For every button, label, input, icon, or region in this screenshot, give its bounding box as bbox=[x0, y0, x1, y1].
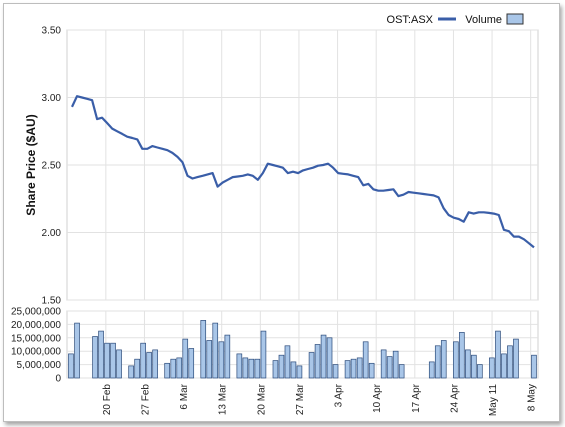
volume-bar bbox=[128, 365, 134, 379]
volume-bar bbox=[218, 341, 225, 379]
x-tick-label: 27 Feb bbox=[141, 384, 152, 416]
volume-bar bbox=[380, 349, 387, 379]
volume-bar bbox=[471, 354, 477, 379]
legend-volume-label: Volume bbox=[465, 14, 502, 26]
price-panel: 3.50 3.00 2.50 2.00 1.50 Share Price ($AU) bbox=[24, 26, 539, 307]
volume-bar bbox=[440, 340, 447, 379]
volume-bar bbox=[368, 362, 375, 379]
volume-bar bbox=[296, 365, 303, 379]
price-y-tick: 3.50 bbox=[42, 26, 62, 37]
volume-bar bbox=[531, 354, 537, 379]
x-tick-label: 17 Apr bbox=[411, 383, 422, 413]
volume-bar bbox=[254, 358, 261, 379]
volume-bar bbox=[98, 330, 104, 379]
volume-y-tick: 15,000,000 bbox=[11, 333, 61, 344]
volume-bar bbox=[392, 350, 399, 379]
volume-bar bbox=[224, 334, 231, 379]
volume-bar bbox=[104, 342, 110, 379]
x-tick-label: 10 Apr bbox=[372, 383, 383, 413]
volume-y-tick: 25,000,000 bbox=[11, 307, 61, 318]
volume-bar bbox=[495, 330, 501, 379]
volume-bar bbox=[386, 356, 393, 379]
price-y-tick: 2.00 bbox=[42, 228, 62, 239]
volume-bar bbox=[110, 342, 116, 379]
volume-bar bbox=[513, 338, 519, 379]
x-axis: 20 Feb 27 Feb 6 Mar 13 Mar 20 Mar 27 Mar 3 Apr… bbox=[102, 383, 538, 416]
legend: OST:ASX Volume bbox=[387, 13, 524, 26]
volume-bar bbox=[465, 349, 471, 379]
volume-bar bbox=[260, 330, 267, 379]
volume-bar bbox=[326, 337, 333, 379]
legend-volume-swatch bbox=[506, 13, 524, 25]
volume-bar bbox=[248, 358, 255, 379]
volume-bar bbox=[477, 364, 483, 379]
volume-bar bbox=[428, 361, 435, 379]
volume-bar bbox=[146, 352, 152, 379]
volume-bar bbox=[489, 357, 495, 379]
volume-bar bbox=[188, 348, 195, 379]
volume-panel: 25,000,000 20,000,000 15,000,000 10,000,000… bbox=[11, 307, 539, 385]
volume-bar bbox=[332, 364, 339, 379]
price-y-tick: 1.50 bbox=[42, 296, 62, 307]
volume-bar bbox=[236, 353, 243, 379]
volume-bar bbox=[68, 353, 74, 379]
x-tick-label: 20 Mar bbox=[256, 383, 267, 415]
legend-price-label: OST:ASX bbox=[387, 14, 434, 26]
volume-bar bbox=[176, 357, 183, 379]
volume-bar bbox=[74, 322, 80, 379]
volume-bar bbox=[501, 353, 507, 379]
x-tick-label: 6 Mar bbox=[179, 383, 190, 409]
volume-bar bbox=[164, 362, 170, 379]
volume-bar bbox=[152, 349, 158, 379]
volume-bar bbox=[314, 344, 321, 379]
volume-bar bbox=[507, 345, 513, 379]
volume-y-tick: 10,000,000 bbox=[11, 347, 61, 358]
volume-y-tick: 5,000,000 bbox=[17, 360, 62, 371]
volume-bar bbox=[200, 320, 207, 379]
x-tick-label: 20 Feb bbox=[102, 384, 113, 416]
volume-bar bbox=[290, 361, 297, 379]
price-y-tick: 2.50 bbox=[42, 161, 62, 172]
volume-bar bbox=[272, 360, 279, 379]
x-tick-label: 8 May bbox=[527, 384, 538, 411]
volume-bar bbox=[344, 360, 351, 379]
x-tick-label: 3 Apr bbox=[334, 383, 345, 407]
price-y-tick: 3.00 bbox=[42, 93, 62, 104]
x-tick-label: 24 Apr bbox=[449, 383, 460, 413]
volume-bar bbox=[362, 341, 369, 379]
volume-bar bbox=[459, 332, 465, 379]
price-y-axis-label: Share Price ($AU) bbox=[24, 114, 38, 215]
x-tick-label: 13 Mar bbox=[218, 383, 229, 415]
volume-bar bbox=[140, 342, 146, 379]
volume-y-tick: 0 bbox=[55, 374, 61, 385]
volume-bar bbox=[182, 338, 189, 379]
volume-bar bbox=[134, 358, 140, 379]
volume-y-tick: 20,000,000 bbox=[11, 320, 61, 331]
volume-bar bbox=[116, 349, 122, 379]
volume-bar bbox=[206, 340, 213, 379]
x-tick-label: 27 Mar bbox=[295, 383, 306, 415]
volume-bar bbox=[320, 334, 327, 379]
volume-bar bbox=[170, 358, 177, 379]
volume-bar bbox=[278, 354, 285, 379]
x-tick-label: May 11 bbox=[488, 384, 499, 416]
volume-bar bbox=[356, 357, 363, 379]
volume-bar bbox=[242, 357, 249, 379]
volume-bar bbox=[453, 341, 459, 379]
volume-bar bbox=[92, 336, 98, 379]
volume-bar bbox=[434, 345, 441, 379]
volume-bar bbox=[350, 358, 357, 379]
volume-bar bbox=[308, 352, 315, 379]
volume-bar bbox=[212, 322, 219, 379]
volume-bar bbox=[284, 345, 291, 379]
price-series-line bbox=[71, 95, 535, 249]
volume-bar bbox=[398, 364, 405, 379]
